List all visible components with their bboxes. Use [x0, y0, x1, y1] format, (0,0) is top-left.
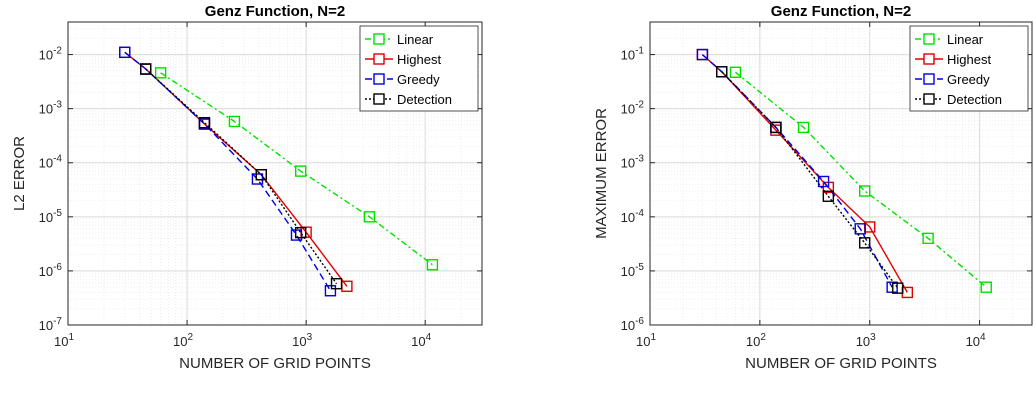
legend-marker-detection [373, 93, 385, 105]
legend-marker-greedy [373, 73, 385, 85]
data-point-greedy [817, 175, 830, 188]
x-tick-label: 101 [54, 332, 74, 349]
data-point-greedy [290, 229, 303, 241]
data-point-linear [426, 259, 439, 271]
x-axis-label: NUMBER OF GRID POINTS [179, 355, 371, 372]
y-tick-label: 10-4 [39, 154, 63, 171]
x-tick-label: 103 [856, 332, 876, 349]
legend-label-greedy: Greedy [397, 72, 440, 87]
legend-label-detection: Detection [947, 92, 1002, 107]
legend-marker-greedy [923, 73, 935, 85]
y-axis-label: L2 ERROR [11, 136, 28, 211]
data-point-greedy [324, 285, 337, 297]
data-point-detection [892, 282, 904, 294]
series-line-detection [721, 71, 899, 289]
data-point-detection [140, 63, 152, 75]
grid [649, 21, 1033, 326]
data-point-greedy [251, 173, 264, 185]
data-point-linear [980, 281, 992, 293]
chart-title: Genz Function, N=2 [205, 3, 345, 20]
y-tick-label: 10-1 [621, 46, 645, 63]
x-tick-label: 103 [292, 332, 312, 349]
data-point-detection [858, 237, 871, 249]
y-tick-label: 10-5 [621, 262, 645, 279]
legend-label-detection: Detection [397, 92, 452, 107]
y-tick-label: 10-2 [621, 100, 645, 117]
series-group [696, 48, 992, 299]
data-point-detection [822, 190, 835, 202]
data-point-detection [330, 278, 343, 290]
y-tick-label: 10-4 [621, 208, 645, 225]
y-tick-label: 10-7 [39, 316, 63, 333]
series-line-linear [735, 71, 987, 288]
data-point-linear [363, 211, 376, 223]
data-point-highest [901, 286, 914, 299]
data-point-linear [729, 66, 742, 78]
data-point-linear [154, 67, 167, 79]
series-line-greedy [124, 51, 331, 292]
y-tick-label: 10-5 [39, 208, 63, 225]
chart-2: 101 102 103 104 10-6 10-5 10-4 10-3 10-2 10-1 Genz… [593, 3, 1033, 372]
data-point-linear [228, 115, 241, 128]
data-point-detection [716, 66, 728, 78]
legend-label-highest: Highest [397, 52, 441, 67]
legend-label-highest: Highest [947, 52, 991, 67]
x-tick-label: 104 [411, 332, 431, 349]
x-tick-label: 101 [636, 332, 656, 349]
series-line-linear [160, 72, 433, 266]
y-tick-label: 10-6 [621, 316, 645, 333]
data-point-greedy [119, 46, 131, 59]
series-line-detection [145, 68, 338, 285]
data-point-linear [858, 185, 871, 197]
legend-marker-highest [373, 53, 385, 65]
tick-labels: 101 102 103 104 10-7 10-6 10-5 10-4 10-3 10-2 [39, 22, 482, 349]
legend-marker-linear [373, 33, 385, 45]
legend: Linear Highest Greedy Detection [909, 25, 1029, 112]
legend-label-linear: Linear [397, 32, 434, 47]
data-point-linear [294, 165, 307, 177]
data-point-linear [922, 232, 934, 245]
legend-label-linear: Linear [947, 32, 984, 47]
legend-marker-highest [923, 53, 935, 65]
plot-area-border [67, 21, 483, 326]
legend-marker-linear [923, 33, 935, 45]
plot-area-border [649, 21, 1033, 326]
x-tick-label: 102 [173, 332, 193, 349]
x-tick-label: 104 [966, 332, 986, 349]
data-point-detection [294, 226, 307, 239]
x-tick-label: 102 [746, 332, 766, 349]
data-point-detection [198, 116, 211, 129]
data-point-detection [255, 169, 267, 181]
y-tick-label: 10-6 [39, 262, 63, 279]
data-point-linear [797, 121, 810, 134]
series-line-highest [701, 54, 908, 293]
y-tick-label: 10-3 [39, 100, 63, 117]
x-axis-label: NUMBER OF GRID POINTS [745, 355, 937, 372]
legend: Linear Highest Greedy Detection [359, 25, 479, 112]
chart-1: 101 102 103 104 10-7 10-6 10-5 10-4 10-3 10-2 Genz… [11, 3, 483, 372]
data-point-greedy [696, 48, 709, 61]
legend-marker-detection [923, 93, 935, 105]
chart-title: Genz Function, N=2 [771, 3, 911, 20]
data-point-greedy [854, 223, 866, 235]
tick-labels: 101 102 103 104 10-6 10-5 10-4 10-3 10-2 10-1 [621, 22, 1032, 349]
data-point-detection [770, 121, 782, 134]
legend-label-greedy: Greedy [947, 72, 990, 87]
y-axis-label: MAXIMUM ERROR [593, 108, 610, 239]
series-group [119, 46, 439, 297]
y-tick-label: 10-3 [621, 154, 645, 171]
y-tick-label: 10-2 [39, 46, 63, 63]
